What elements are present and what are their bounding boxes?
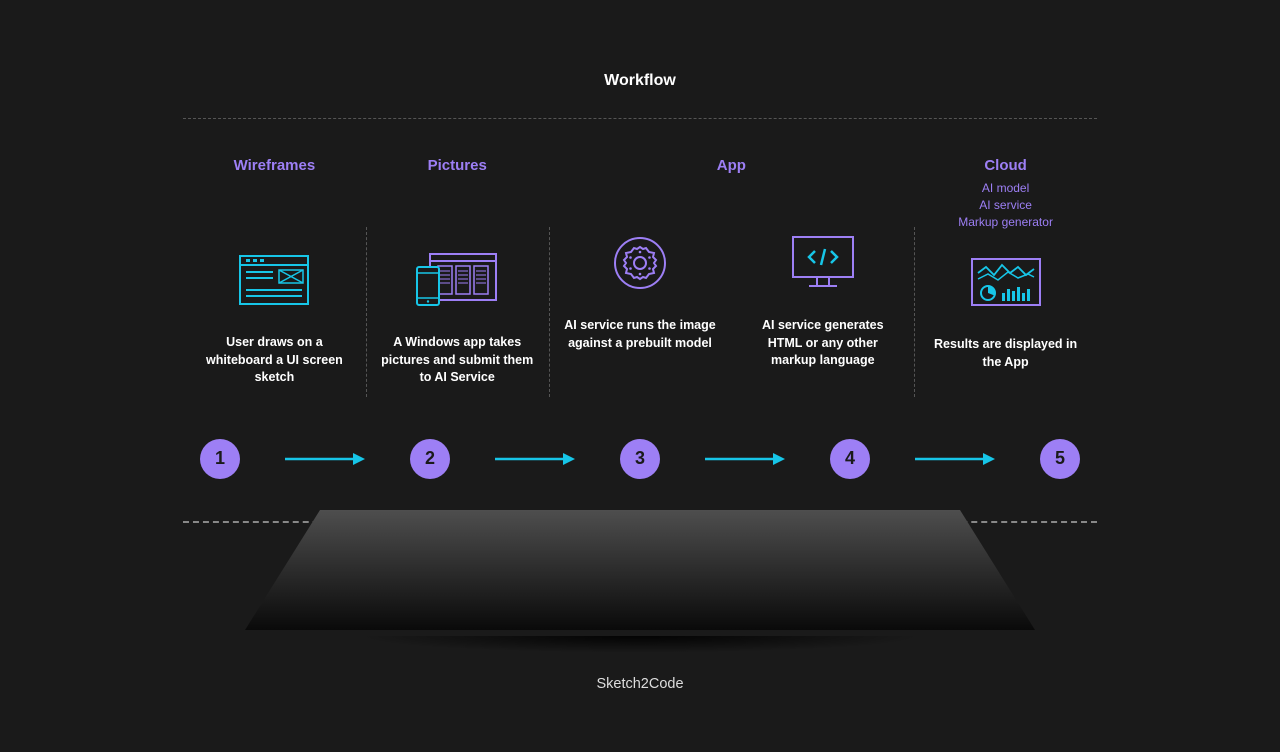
col-header: Cloud xyxy=(928,157,1083,174)
col-description: User draws on a whiteboard a UI screen s… xyxy=(197,334,352,387)
platform-shadow xyxy=(240,636,1040,676)
diagram-title: Workflow xyxy=(0,0,1280,118)
column-wireframes: Wireframes User draws on a whiteboard a … xyxy=(183,157,366,387)
column-cloud: Cloud AI model AI service Markup generat… xyxy=(914,157,1097,387)
column-divider xyxy=(914,227,915,397)
step-circle: 5 xyxy=(1040,439,1080,479)
col-header: Wireframes xyxy=(197,157,352,174)
arrow-icon xyxy=(660,452,830,466)
column-app-generate: AI service generates HTML or any other m… xyxy=(731,157,914,387)
col-header: Pictures xyxy=(380,157,535,174)
platform-label: Sketch2Code xyxy=(0,676,1280,692)
column-pictures: Pictures A Windows app takes pictures an… xyxy=(366,157,549,387)
col-description: AI service generates HTML or any other m… xyxy=(745,317,900,370)
step-circle: 1 xyxy=(200,439,240,479)
arrow-icon xyxy=(450,452,620,466)
col-description: A Windows app takes pictures and submit … xyxy=(380,334,535,387)
gear-icon xyxy=(563,223,718,303)
arrow-icon xyxy=(240,452,410,466)
step-circle: 2 xyxy=(410,439,450,479)
arrow-icon xyxy=(870,452,1040,466)
column-divider xyxy=(366,227,367,397)
step-circle: 4 xyxy=(830,439,870,479)
dashboard-icon xyxy=(928,242,1083,322)
code-monitor-icon xyxy=(745,223,900,303)
step-circle: 3 xyxy=(620,439,660,479)
columns-row: Wireframes User draws on a whiteboard a … xyxy=(183,119,1097,387)
col-description: Results are displayed in the App xyxy=(928,336,1083,371)
column-divider xyxy=(549,227,550,397)
steps-row: 1 2 3 4 5 xyxy=(200,439,1080,479)
platform-shape xyxy=(245,510,1035,630)
column-app-model: App AI service runs the image against a … xyxy=(549,157,732,387)
col-description: AI service runs the image against a preb… xyxy=(563,317,718,352)
col-subheader: AI service xyxy=(928,197,1083,214)
pictures-icon xyxy=(380,240,535,320)
wireframe-icon xyxy=(197,240,352,320)
col-subheader: Markup generator xyxy=(928,214,1083,231)
col-subheader: AI model xyxy=(928,180,1083,197)
